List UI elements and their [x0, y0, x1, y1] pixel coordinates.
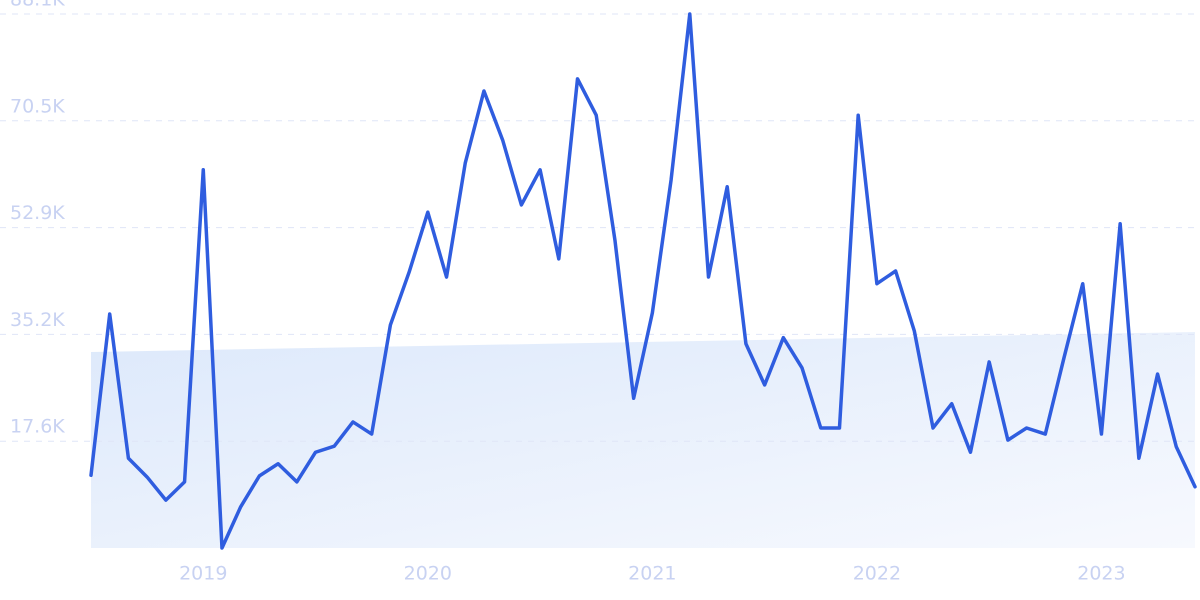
x-tick-label: 2023 — [1077, 563, 1125, 585]
x-tick-label: 2019 — [179, 563, 227, 585]
y-tick-label: 35.2K — [10, 309, 65, 331]
plot — [89, 12, 1197, 550]
x-tick-label: 2021 — [628, 563, 676, 585]
x-tick-label: 2020 — [404, 563, 452, 585]
y-tick-label: 17.6K — [10, 416, 65, 438]
y-tick-label: 52.9K — [10, 202, 65, 224]
line-series — [89, 12, 1197, 550]
y-tick-label: 70.5K — [10, 95, 65, 117]
y-tick-label: 88.1K — [10, 0, 65, 11]
x-tick-label: 2022 — [853, 563, 901, 585]
grid: 17.6K 35.2K 52.9K 70.5K 88.1K 2019 2020 2021 202… — [0, 0, 1200, 585]
trend-band — [91, 332, 1195, 548]
